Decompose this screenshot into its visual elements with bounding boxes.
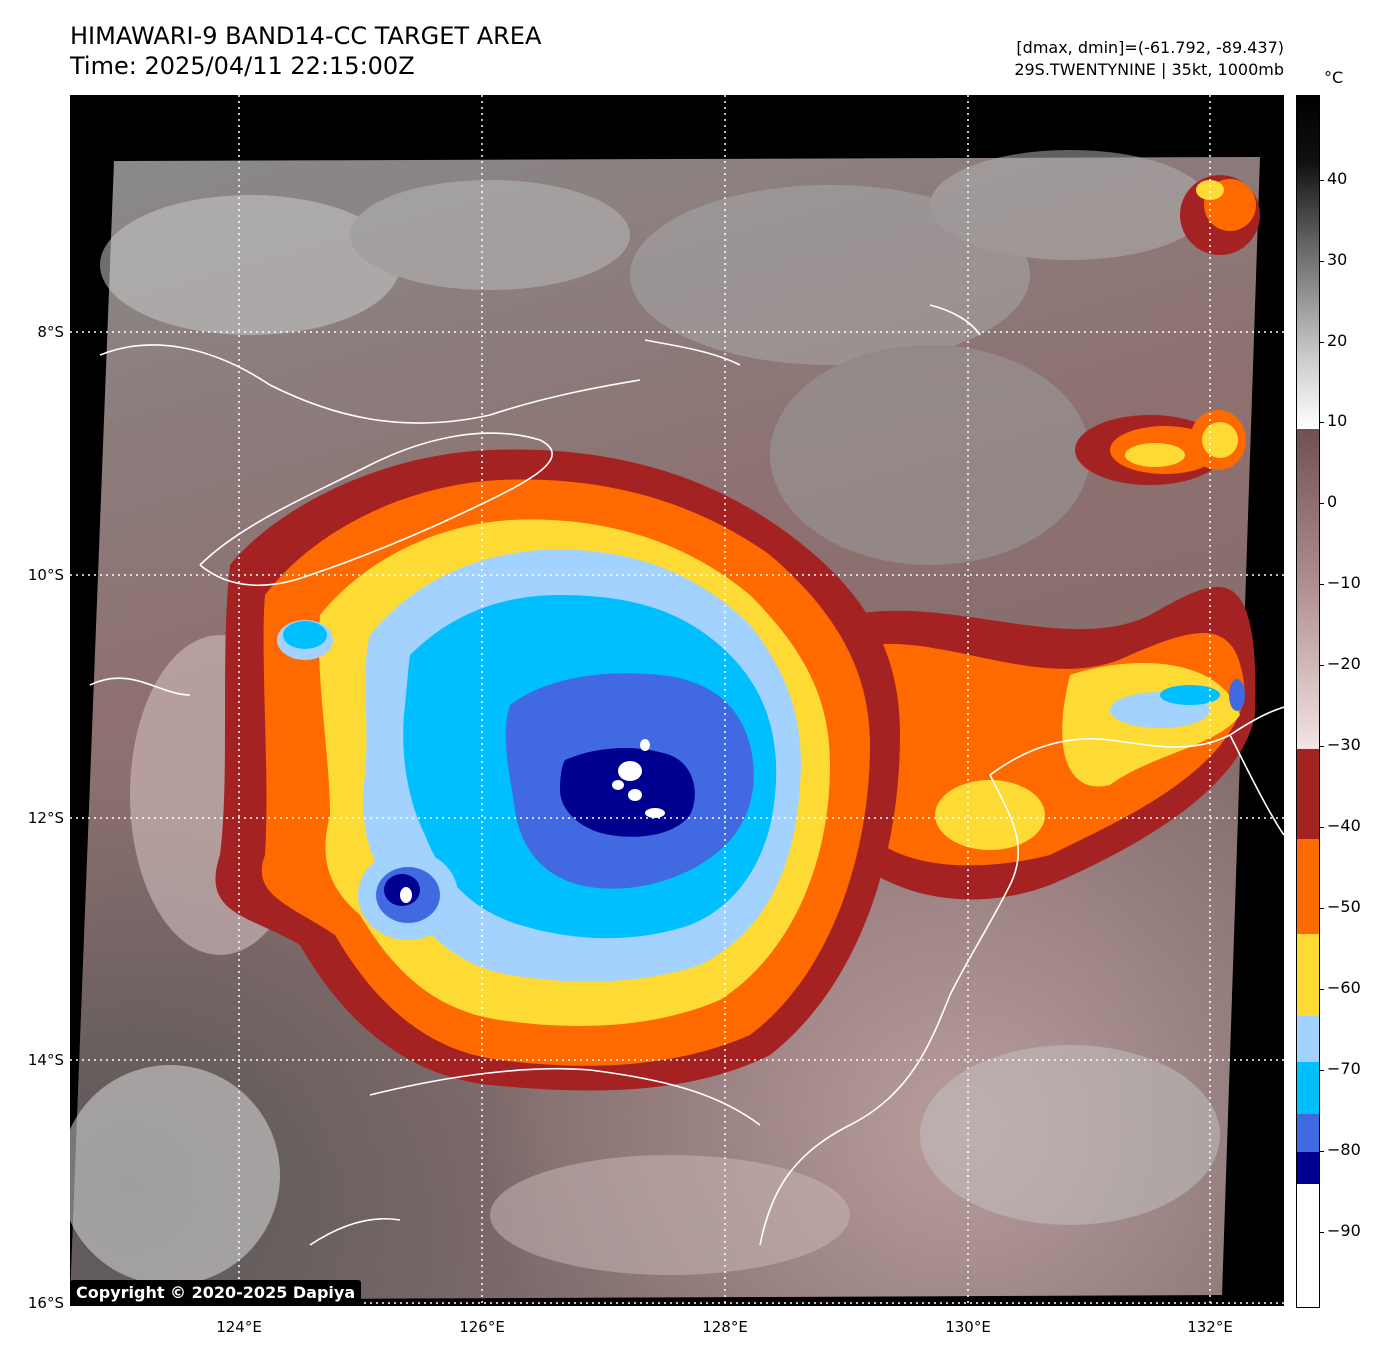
- copyright-label: Copyright © 2020-2025 Dapiya: [70, 1280, 362, 1306]
- dmax-dmin-readout: [dmax, dmin]=(-61.792, -89.437): [1016, 38, 1284, 57]
- colorbar-tick-minus30: −30: [1327, 735, 1361, 754]
- colorbar: [1296, 95, 1320, 1308]
- northeast-convection: [1075, 175, 1260, 485]
- colorbar-tick-minus90: −90: [1327, 1221, 1361, 1240]
- lon-label-124e: 124°E: [216, 1318, 262, 1336]
- lat-label-10s: 10°S: [27, 566, 64, 584]
- colorbar-tick-0: 0: [1327, 492, 1338, 511]
- storm-info: 29S.TWENTYNINE | 35kt, 1000mb: [1014, 60, 1284, 79]
- satellite-imagery: [70, 95, 1284, 1306]
- colorbar-tick-minus40: −40: [1327, 816, 1361, 835]
- image-title: HIMAWARI-9 BAND14-CC TARGET AREA: [70, 22, 542, 50]
- lat-label-16s: 16°S: [27, 1294, 64, 1312]
- colorbar-tick-minus10: −10: [1327, 573, 1361, 592]
- image-time: Time: 2025/04/11 22:15:00Z: [70, 52, 415, 80]
- lat-label-14s: 14°S: [27, 1051, 64, 1069]
- colorbar-tick-minus50: −50: [1327, 897, 1361, 916]
- lat-label-12s: 12°S: [27, 809, 64, 827]
- colorbar-tick-minus70: −70: [1327, 1059, 1361, 1078]
- colorbar-tick-20: 20: [1327, 331, 1348, 350]
- colorbar-tick-minus80: −80: [1327, 1140, 1361, 1159]
- satellite-map: [70, 95, 1284, 1306]
- lon-label-126e: 126°E: [459, 1318, 505, 1336]
- colorbar-tick-minus60: −60: [1327, 978, 1361, 997]
- background-clouds: [70, 150, 1220, 1285]
- lon-label-130e: 130°E: [945, 1318, 991, 1336]
- colorbar-scale: [1297, 96, 1319, 1307]
- lon-label-132e: 132°E: [1187, 1318, 1233, 1336]
- colorbar-unit: °C: [1324, 68, 1344, 87]
- lon-label-128e: 128°E: [702, 1318, 748, 1336]
- colorbar-tick-minus20: −20: [1327, 654, 1361, 673]
- colorbar-tick-40: 40: [1327, 169, 1348, 188]
- lat-label-8s: 8°S: [37, 323, 64, 341]
- colorbar-tick-30: 30: [1327, 250, 1348, 269]
- tropical-cyclone-cloud-shield: [215, 449, 901, 1091]
- colorbar-tick-10: 10: [1327, 411, 1348, 430]
- lat-lon-grid: [70, 95, 1284, 1306]
